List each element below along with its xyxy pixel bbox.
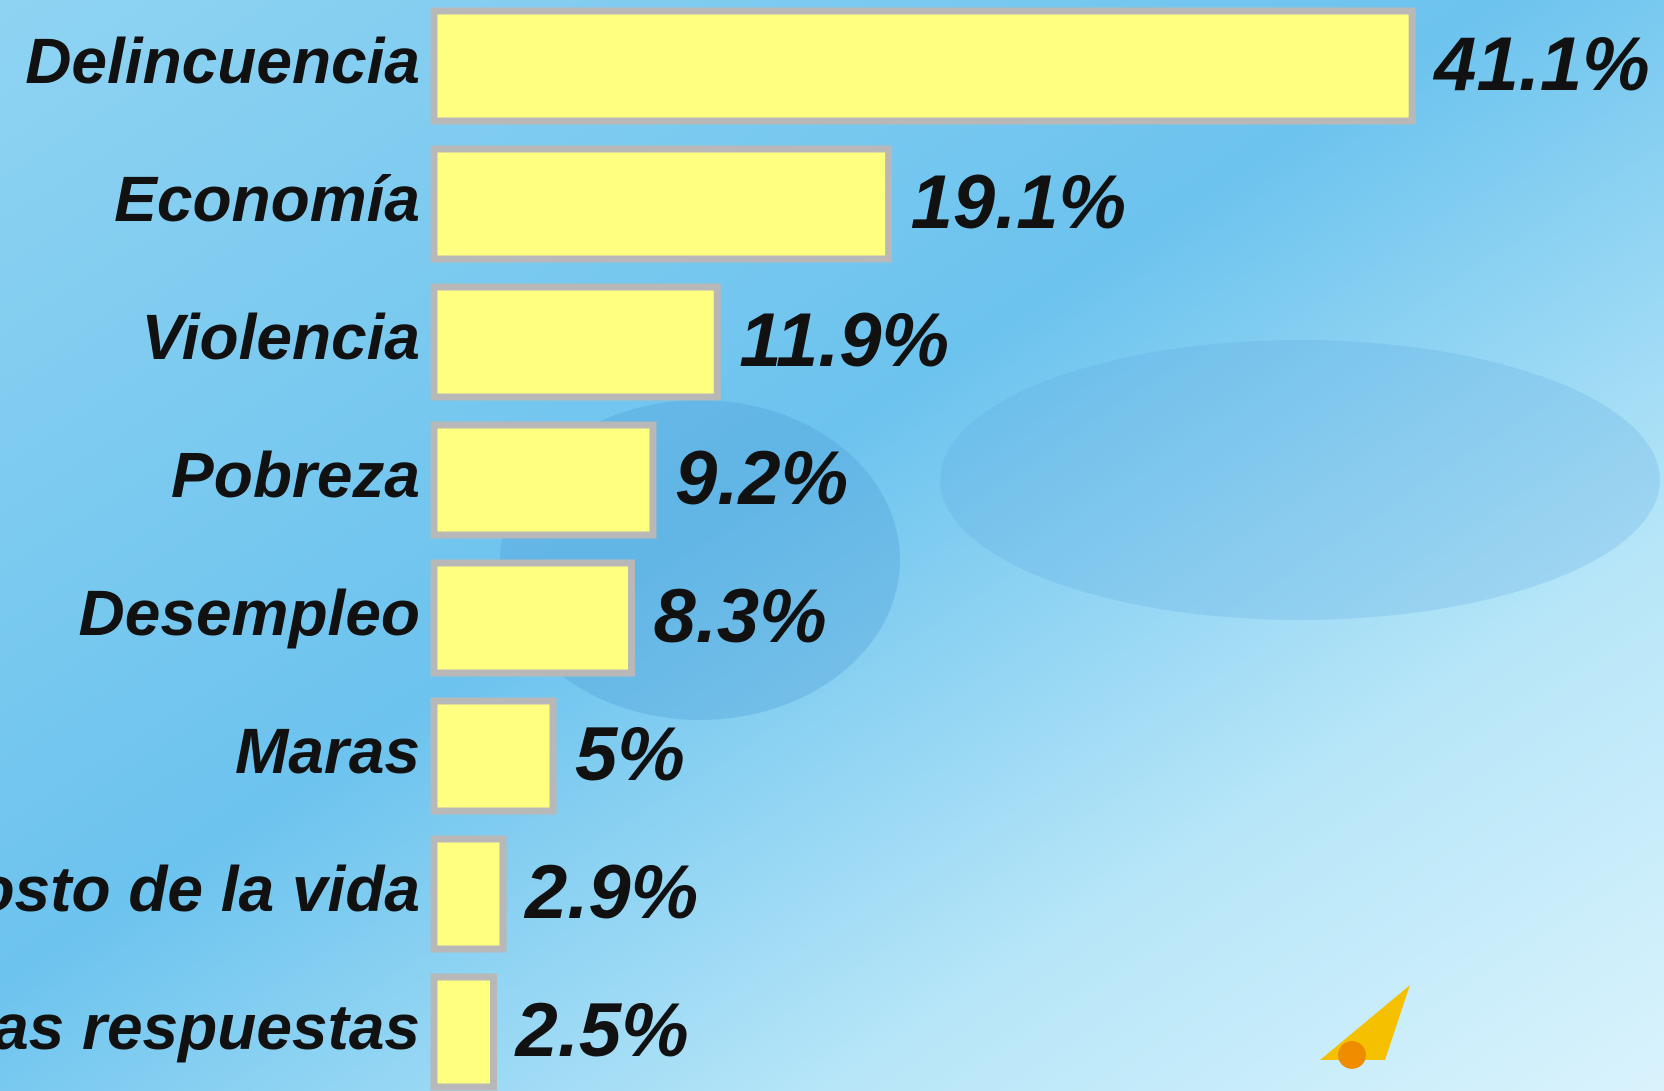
bar <box>430 145 893 263</box>
category-label: Pobreza <box>171 439 420 511</box>
bar <box>430 421 657 539</box>
value-label: 41.1% <box>1432 22 1650 107</box>
bar <box>430 835 507 953</box>
logo <box>1320 985 1410 1069</box>
value-label: 11.9% <box>739 298 949 383</box>
value-label: 9.2% <box>675 436 848 521</box>
value-label: 8.3% <box>654 574 827 659</box>
bar <box>430 697 557 815</box>
bar <box>430 283 721 401</box>
value-label: 2.9% <box>523 850 698 935</box>
category-label: Delincuencia <box>25 25 420 97</box>
category-label: Costo de la vida <box>0 853 420 925</box>
value-label: 5% <box>575 712 685 797</box>
background-shape <box>940 340 1660 620</box>
value-label: 2.5% <box>514 988 689 1073</box>
category-label: Desempleo <box>79 577 420 649</box>
bar <box>430 7 1416 125</box>
category-label: Maras <box>235 715 420 787</box>
category-label: Violencia <box>141 301 420 373</box>
value-label: 19.1% <box>911 160 1127 245</box>
bar <box>430 973 497 1091</box>
category-label: Otras respuestas <box>0 991 420 1063</box>
bar <box>430 559 636 677</box>
category-label: Economía <box>114 163 420 235</box>
